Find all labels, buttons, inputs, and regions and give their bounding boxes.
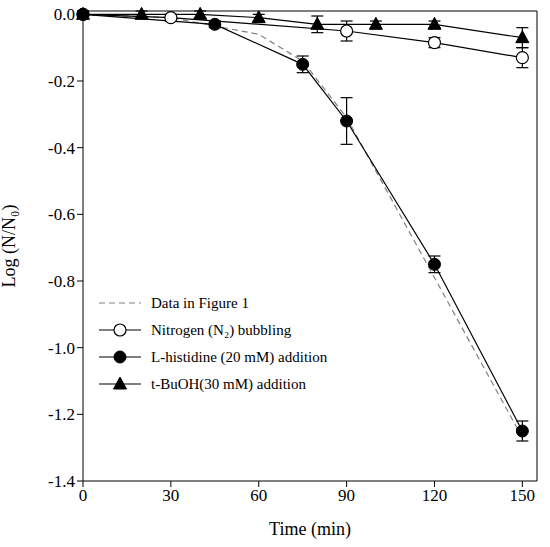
svg-text:150: 150 (510, 486, 536, 505)
svg-text:60: 60 (250, 486, 267, 505)
svg-text:-1.4: -1.4 (48, 472, 75, 491)
html-text:Nitrogen (N₂) bubbling: Nitrogen (N₂) bubbling (151, 321, 292, 338)
html-text:t-BuOH(30 mM) addition: t-BuOH(30 mM) addition (151, 375, 306, 392)
svg-text:-0.6: -0.6 (48, 205, 75, 224)
svg-text:0: 0 (79, 486, 88, 505)
svg-text:90: 90 (338, 486, 355, 505)
svg-text:-1.0: -1.0 (48, 339, 75, 358)
html-text:Data in Figure 1: Data in Figure 1 (151, 294, 249, 311)
svg-text:-0.2: -0.2 (48, 72, 75, 91)
svg-text:0.0: 0.0 (54, 5, 75, 24)
svg-text:-0.4: -0.4 (48, 139, 75, 158)
html-text:L-histidine (20 mM) addition: L-histidine (20 mM) addition (151, 348, 328, 365)
svg-text:30: 30 (162, 486, 179, 505)
svg-text:-0.8: -0.8 (48, 272, 75, 291)
svg-text:Log (N/N₀): Log (N/N₀) (0, 205, 20, 288)
svg-text:120: 120 (422, 486, 448, 505)
svg-text:-1.2: -1.2 (48, 405, 75, 424)
svg-text:Time (min): Time (min) (269, 519, 351, 540)
